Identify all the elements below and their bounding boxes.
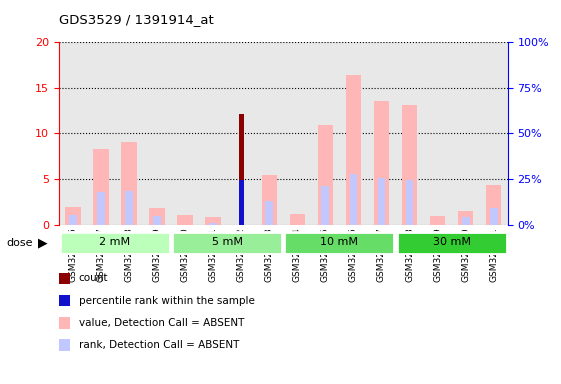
Bar <box>430 215 445 225</box>
Bar <box>374 101 389 225</box>
Bar <box>209 223 217 225</box>
Bar <box>261 175 277 225</box>
Bar <box>486 185 502 225</box>
Bar <box>321 186 329 225</box>
Bar <box>69 215 77 225</box>
Text: 5 mM: 5 mM <box>211 237 243 247</box>
FancyBboxPatch shape <box>60 232 170 254</box>
Bar <box>346 75 361 225</box>
Bar <box>153 215 161 225</box>
FancyBboxPatch shape <box>284 232 394 254</box>
Text: 10 mM: 10 mM <box>320 237 358 247</box>
Bar <box>177 215 193 225</box>
Bar <box>125 191 133 225</box>
Bar <box>458 211 473 225</box>
Bar <box>239 114 243 225</box>
Text: value, Detection Call = ABSENT: value, Detection Call = ABSENT <box>79 318 244 328</box>
FancyBboxPatch shape <box>397 232 507 254</box>
Bar <box>462 217 470 225</box>
Bar <box>289 214 305 225</box>
Bar <box>378 178 385 225</box>
Text: ▶: ▶ <box>38 237 48 250</box>
Text: 30 mM: 30 mM <box>433 237 471 247</box>
Bar <box>149 208 165 225</box>
Bar <box>205 217 221 225</box>
Bar <box>350 174 357 225</box>
Text: count: count <box>79 273 108 283</box>
Bar <box>65 207 81 225</box>
Bar <box>406 180 413 225</box>
FancyBboxPatch shape <box>172 232 282 254</box>
Text: GDS3529 / 1391914_at: GDS3529 / 1391914_at <box>59 13 214 26</box>
Text: 2 mM: 2 mM <box>99 237 131 247</box>
Bar <box>121 142 137 225</box>
Text: dose: dose <box>7 238 33 248</box>
Bar <box>97 192 105 225</box>
Bar <box>265 201 273 225</box>
Bar <box>239 180 243 225</box>
Text: percentile rank within the sample: percentile rank within the sample <box>79 296 255 306</box>
Bar <box>93 149 109 225</box>
Bar <box>490 208 498 225</box>
Bar <box>402 105 417 225</box>
Text: rank, Detection Call = ABSENT: rank, Detection Call = ABSENT <box>79 340 239 350</box>
Bar <box>318 125 333 225</box>
